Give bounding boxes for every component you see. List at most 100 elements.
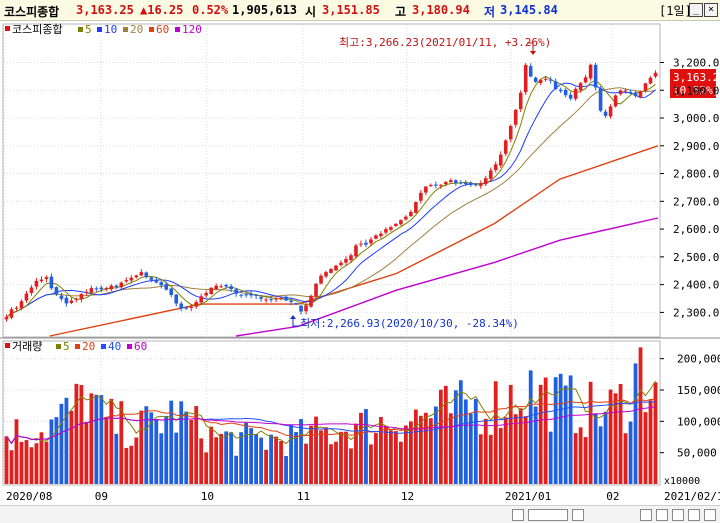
candle-body [109,285,114,290]
price-ma-legend-label: 120 [182,23,202,36]
candle [24,290,29,303]
price-legend-marker [5,26,10,31]
minimize-button[interactable]: _ [689,3,703,17]
candle [399,219,403,226]
candle [324,270,328,279]
volume-bar [633,363,638,484]
candle-body [528,66,533,77]
volume-ma-polyline [6,398,656,445]
candle-body [154,280,159,283]
volume-bar [643,412,648,484]
volume-bar [653,382,658,484]
stock-chart[interactable]: 코스피종합 5 10 20 60 120 최고:3,266.23(2021/01/11,… [0,21,720,505]
candle-body [478,183,483,186]
volume-bar [403,425,408,484]
current-price-tag-value: 3,163.25 [673,71,720,84]
x-axis-label: 2020/08 [6,490,52,503]
volume-bar [319,430,323,484]
volume-bar [184,411,189,484]
volume-ma-legend-marker [101,344,106,349]
price-ma-legend-marker [175,27,180,32]
volume-bar [64,397,69,484]
candle-body [648,77,653,84]
volume-bar [443,385,448,484]
candle [603,109,608,118]
volume-bar [274,436,278,484]
candle [588,63,593,81]
volume-bar [453,390,458,484]
ma10-line [6,82,656,318]
candle [518,90,523,112]
scroll-left-button[interactable] [512,509,524,521]
price-y-axis: 2,300.00 2,400.00 2,500.00 2,600.00 2,700.00… [660,56,720,319]
volume-legend: 거래량 [5,340,42,353]
candle [204,290,208,298]
candle-body [399,220,403,225]
volume-bar [369,444,373,484]
candle [109,283,114,291]
price-panel-frame [2,23,661,338]
candle-body [304,305,308,312]
candle-body [124,280,129,282]
candle [4,314,9,322]
candle-body [179,303,184,309]
volume-bar [119,401,124,484]
scroll-thumb[interactable] [528,509,568,521]
candle [114,284,119,290]
price-axis-label: 2,900.00 [673,140,720,153]
candle [99,285,104,293]
candle [633,90,638,98]
volume-bar [389,430,393,484]
candle [523,63,528,95]
chart-refresh-button[interactable] [688,509,700,521]
chart-settings-button[interactable] [672,509,684,521]
volume-panel-frame [2,340,661,486]
candle-body [189,306,194,309]
candle [354,243,358,259]
candle-body [184,307,189,309]
chart-scroll-bar[interactable] [0,505,720,523]
volume-bar [59,403,64,484]
candle [503,139,508,157]
candle [219,284,223,288]
volume-bar [269,434,273,484]
volume-bar [384,425,388,484]
price-ma-legend: 5 10 20 60 120 [78,23,202,36]
candle [79,293,84,303]
price-axis-label: 3,100.00 [673,84,720,97]
zoom-out-button[interactable] [640,509,652,521]
volume-bar [523,416,528,484]
candle [414,201,418,214]
candle-body [259,297,263,299]
candle-body [49,276,54,289]
volume-bar [259,437,264,484]
candle [538,79,543,86]
candle [508,124,513,143]
volume-bar [508,384,513,484]
candle [379,231,383,239]
candle [19,299,24,311]
candle [209,287,213,295]
candle [478,180,483,189]
volume-bar [483,418,488,484]
price-legend-title: 코스피종합 [12,23,63,36]
volume-bar [279,440,283,484]
candle [239,294,243,298]
chart-menu-button[interactable] [704,509,716,521]
candle-body [419,192,423,201]
period-selector[interactable]: [1일] [659,4,692,18]
candle-body [34,280,39,287]
candle-body [444,182,448,185]
symbol-name[interactable]: 코스피종합 [4,5,60,19]
candle-body [244,294,248,296]
candle-body [74,298,79,300]
volume-bar [553,377,558,484]
x-axis-label: 09 [95,490,108,503]
candle [424,185,428,196]
scroll-right-button[interactable] [572,509,584,521]
candle [284,295,288,302]
low-marker-arrow [290,315,296,319]
close-button[interactable]: × [704,3,718,17]
ma120-line [236,217,659,337]
zoom-in-button[interactable] [656,509,668,521]
